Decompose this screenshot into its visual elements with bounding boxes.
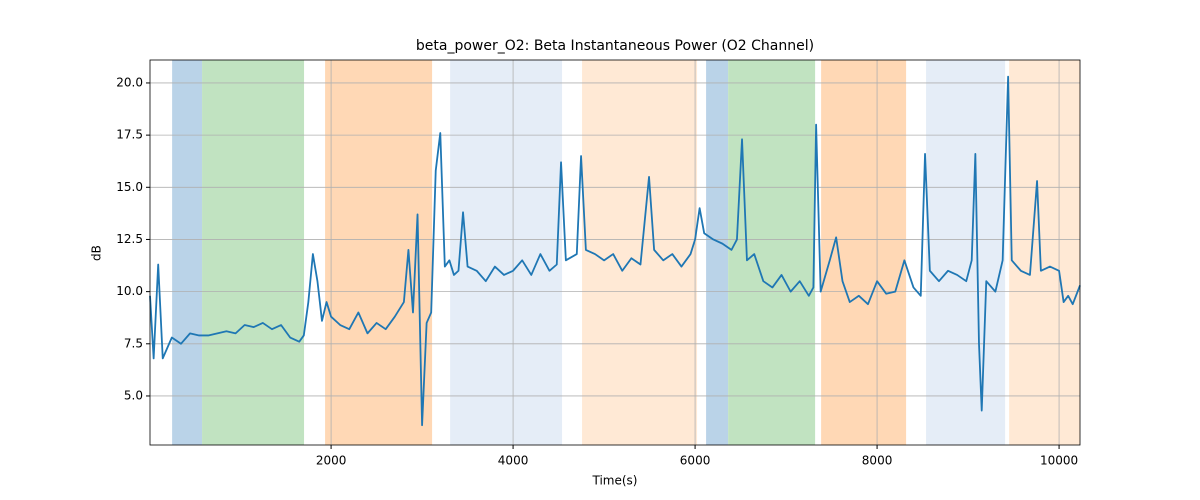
shaded-span (202, 60, 305, 445)
y-tick-label: 17.5 (116, 128, 143, 142)
y-tick-label: 15.0 (116, 180, 143, 194)
data-line (149, 75, 1081, 427)
shaded-span (325, 60, 433, 445)
x-tick-label: 8000 (862, 454, 893, 468)
chart-title: beta_power_O2: Beta Instantaneous Power … (416, 38, 814, 54)
shaded-span (926, 60, 1006, 445)
y-tick-label: 7.5 (124, 336, 143, 350)
x-tick-label: 10000 (1040, 454, 1078, 468)
shaded-span (172, 60, 203, 445)
x-axis-label: Time(s) (592, 474, 638, 488)
shaded-span (728, 60, 816, 445)
x-tick-label: 2000 (316, 454, 347, 468)
shaded-span (1009, 60, 1080, 445)
shaded-span (582, 60, 698, 445)
x-tick-label: 6000 (680, 454, 711, 468)
x-tick-label: 4000 (498, 454, 529, 468)
y-tick-label: 10.0 (116, 284, 143, 298)
plot-frame (149, 59, 1081, 446)
y-axis-label: dB (90, 245, 104, 261)
y-tick-label: 5.0 (124, 388, 143, 402)
y-tick-label: 12.5 (116, 232, 143, 246)
y-tick-label: 20.0 (116, 75, 143, 89)
shaded-span (450, 60, 563, 445)
shaded-span (706, 60, 729, 445)
shaded-span (821, 60, 907, 445)
